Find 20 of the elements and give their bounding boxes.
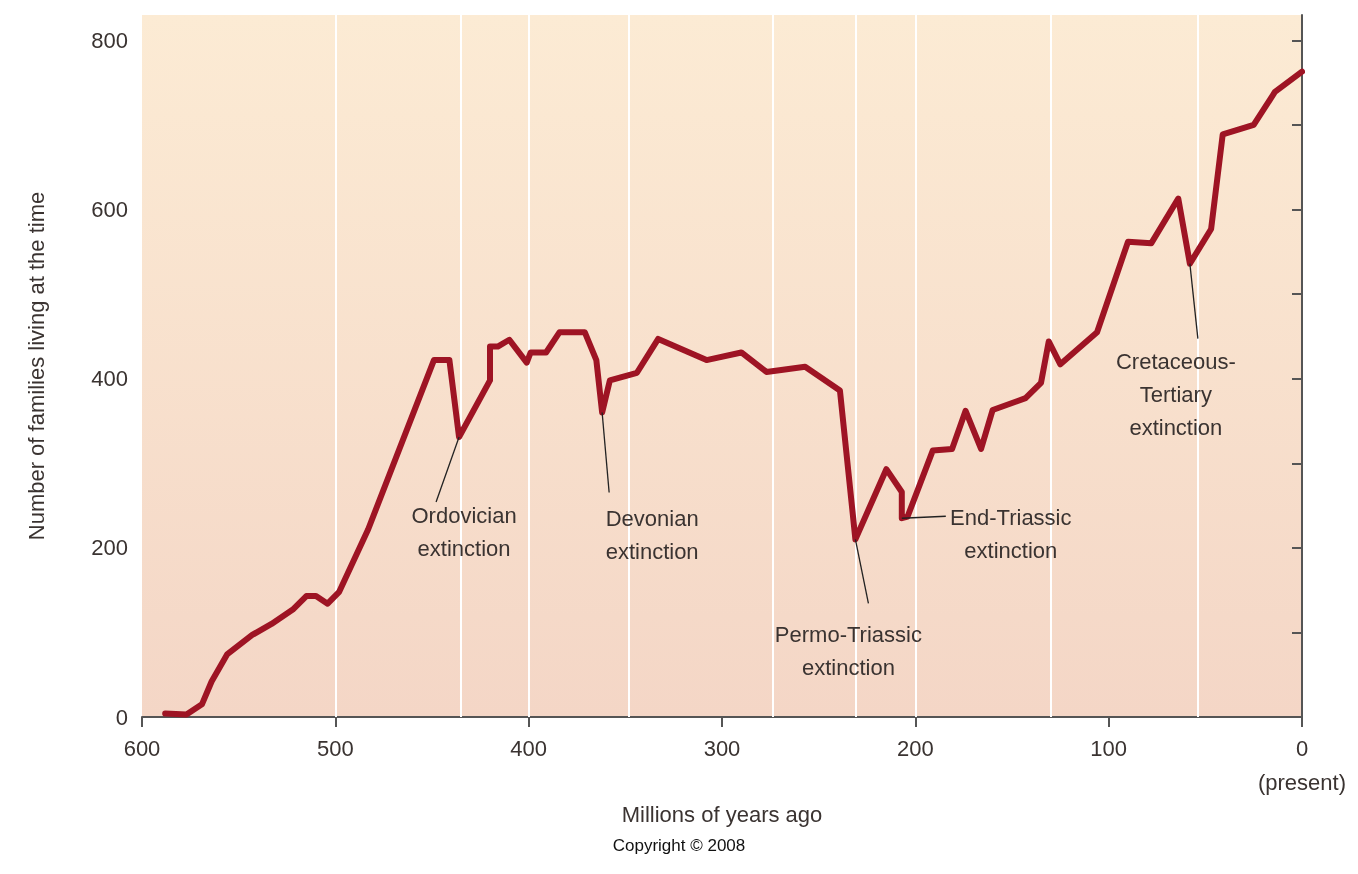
annotation: Ordovician extinction: [411, 503, 517, 562]
y-tick-label: 0: [115, 704, 128, 730]
x-tick-label: 500: [316, 735, 354, 761]
annotation: End-Triassic extinction: [950, 505, 1072, 564]
y-axis-title: Number of families living at the time: [23, 191, 49, 541]
x-tick-label: 0 (present): [1257, 735, 1347, 795]
y-tick-label: 200: [91, 535, 128, 561]
annotation: Devonian extinction: [605, 505, 699, 564]
annotation: Cretaceous- Tertiary extinction: [1115, 349, 1236, 441]
x-axis-title: Millions of years ago: [621, 802, 823, 828]
x-tick-label: 400: [510, 735, 548, 761]
x-tick-label: 600: [123, 735, 161, 761]
x-tick-label: 200: [896, 735, 934, 761]
y-tick-label: 400: [91, 366, 128, 392]
y-tick-label: 600: [91, 197, 128, 223]
x-tick-label: 100: [1090, 735, 1128, 761]
text: Copyright © 2008: [612, 836, 746, 855]
x-tick-label: 300: [703, 735, 741, 761]
y-tick-label: 800: [91, 27, 128, 53]
annotation: Permo-Triassic extinction: [774, 622, 922, 681]
